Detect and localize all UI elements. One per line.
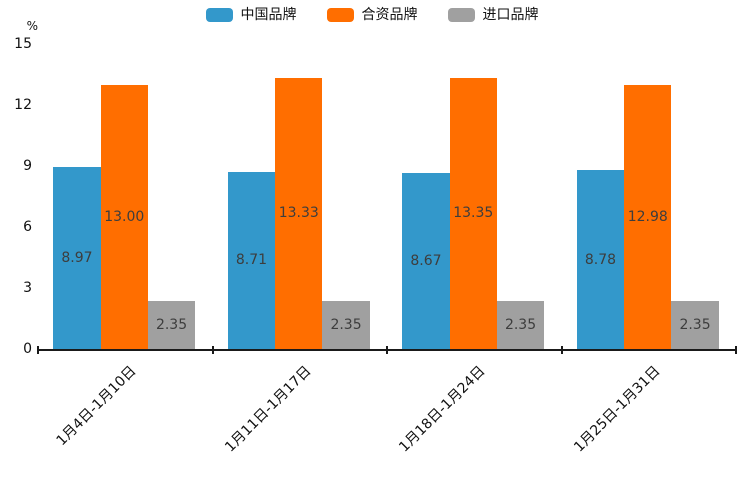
x-tick-mark: [560, 346, 563, 354]
legend-swatch-icon: [205, 8, 233, 22]
bar-中国品牌-2: 8.67: [402, 172, 450, 349]
bar-合资品牌-1: 13.33: [275, 77, 323, 349]
y-tick-label: 9: [23, 158, 32, 174]
y-tick-label: 12: [14, 97, 32, 113]
x-axis-label-2: 1月18日-1月24日: [396, 363, 489, 456]
bar-进口品牌-3: 2.35: [671, 301, 719, 349]
x-tick-mark: [735, 346, 737, 354]
bar-中国品牌-1: 8.71: [227, 171, 276, 349]
bar-value-label: 2.35: [155, 317, 188, 334]
y-tick-label: 6: [23, 219, 32, 235]
bar-value-label: 12.98: [627, 209, 668, 226]
bar-value-label: 8.78: [584, 251, 617, 268]
legend-label: 合资品牌: [361, 7, 418, 23]
x-axis-label-1: 1月11日-1月17日: [221, 363, 315, 456]
x-tick-mark: [37, 346, 39, 354]
chart-legend: 中国品牌 合资品牌 进口品牌: [0, 7, 744, 23]
bar-value-label: 2.35: [330, 317, 362, 334]
x-tick-mark: [211, 346, 214, 354]
bar-中国品牌-3: 8.78: [576, 170, 625, 349]
legend-item-0[interactable]: 中国品牌: [205, 7, 297, 23]
bar-value-label: 8.67: [410, 252, 442, 269]
bar-合资品牌-3: 12.98: [624, 85, 672, 349]
bar-value-label: 2.35: [504, 317, 537, 334]
legend-item-1[interactable]: 合资品牌: [326, 7, 418, 23]
legend-swatch-icon: [447, 8, 475, 22]
legend-item-2[interactable]: 进口品牌: [447, 7, 539, 23]
bar-value-label: 8.97: [61, 249, 93, 266]
legend-label: 进口品牌: [482, 7, 539, 23]
bar-value-label: 2.35: [679, 317, 711, 334]
legend-label: 中国品牌: [240, 7, 297, 23]
bar-进口品牌-1: 2.35: [322, 301, 370, 349]
bar-value-label: 13.33: [278, 205, 319, 222]
bar-value-label: 13.00: [104, 208, 145, 225]
y-tick-label: 0: [23, 341, 32, 357]
x-tick-mark: [386, 346, 388, 354]
bar-合资品牌-2: 13.35: [449, 77, 497, 349]
bar-合资品牌-0: 13.00: [100, 84, 148, 349]
bar-进口品牌-2: 2.35: [496, 301, 545, 349]
y-tick-label: 3: [23, 280, 32, 296]
bar-value-label: 13.35: [453, 205, 494, 222]
legend-swatch-icon: [326, 8, 354, 22]
x-axis-label-3: 1月25日-1月31日: [570, 363, 664, 456]
y-tick-label: 15: [14, 36, 32, 52]
bar-中国品牌-0: 8.97: [53, 166, 101, 349]
x-axis-label-0: 1月4日-1月10日: [53, 363, 140, 450]
y-axis-unit-label: %: [26, 19, 38, 33]
bar-进口品牌-0: 2.35: [147, 301, 196, 349]
bar-value-label: 8.71: [235, 252, 268, 269]
